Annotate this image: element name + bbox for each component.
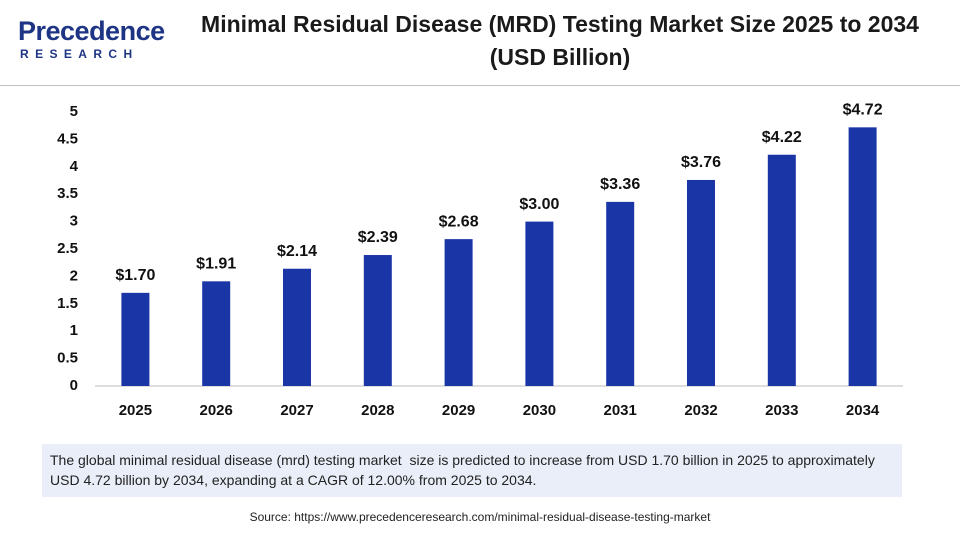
x-tick-label: 2028 bbox=[361, 402, 394, 419]
header-rule bbox=[0, 85, 960, 86]
bar bbox=[525, 221, 554, 386]
bar bbox=[606, 201, 635, 386]
y-tick-label: 0.5 bbox=[57, 350, 78, 367]
y-tick-label: 5 bbox=[70, 103, 78, 120]
value-label: $3.36 bbox=[600, 176, 640, 193]
source: Source: https://www.precedenceresearch.c… bbox=[249, 510, 711, 524]
value-label: $1.70 bbox=[115, 267, 155, 284]
x-tick-label: 2026 bbox=[200, 402, 233, 419]
x-tick-label: 2030 bbox=[523, 402, 556, 419]
value-label: $2.14 bbox=[277, 243, 317, 260]
y-tick-label: 0 bbox=[70, 377, 78, 394]
y-tick-label: 1 bbox=[70, 322, 78, 339]
bar bbox=[687, 179, 715, 386]
value-label: $1.91 bbox=[196, 256, 236, 273]
x-tick-label: 2027 bbox=[280, 402, 313, 419]
bar bbox=[121, 292, 150, 386]
bar bbox=[283, 268, 311, 386]
chart: 0 0.5 1 1.5 2 2.5 3 3.5 4 4.5 5 2025 $1.70 2026 $1.91 2… bbox=[57, 102, 903, 419]
bar bbox=[444, 239, 473, 386]
value-label: $4.22 bbox=[762, 129, 802, 146]
x-tick-label: 2034 bbox=[846, 402, 880, 419]
y-tick-label: 2 bbox=[70, 267, 78, 284]
x-tick-label: 2025 bbox=[119, 402, 152, 419]
bar bbox=[848, 127, 877, 387]
x-tick-label: 2032 bbox=[684, 402, 717, 419]
value-label: $3.00 bbox=[519, 196, 559, 213]
logo-name: Precedence bbox=[18, 16, 165, 46]
x-tick-label: 2031 bbox=[604, 402, 637, 419]
value-label: $2.68 bbox=[439, 213, 479, 230]
y-tick-label: 4 bbox=[70, 158, 79, 175]
value-label: $3.76 bbox=[681, 154, 721, 171]
chart-title: Minimal Residual Disease (MRD) Testing M… bbox=[201, 11, 919, 70]
bar bbox=[767, 154, 796, 386]
bar bbox=[363, 255, 392, 386]
x-tick-label: 2033 bbox=[765, 402, 798, 419]
value-label: $2.39 bbox=[358, 229, 398, 246]
bar bbox=[202, 281, 231, 386]
y-tick-label: 2.5 bbox=[57, 240, 78, 257]
description: The global minimal residual disease (mrd… bbox=[42, 444, 902, 497]
value-label: $4.72 bbox=[843, 102, 883, 119]
x-tick-label: 2029 bbox=[442, 402, 475, 419]
logo-tagline: RESEARCH bbox=[20, 47, 139, 61]
y-tick-label: 3 bbox=[70, 213, 78, 230]
y-tick-label: 3.5 bbox=[57, 185, 78, 202]
y-tick-label: 1.5 bbox=[57, 295, 78, 312]
y-tick-label: 4.5 bbox=[57, 130, 78, 147]
